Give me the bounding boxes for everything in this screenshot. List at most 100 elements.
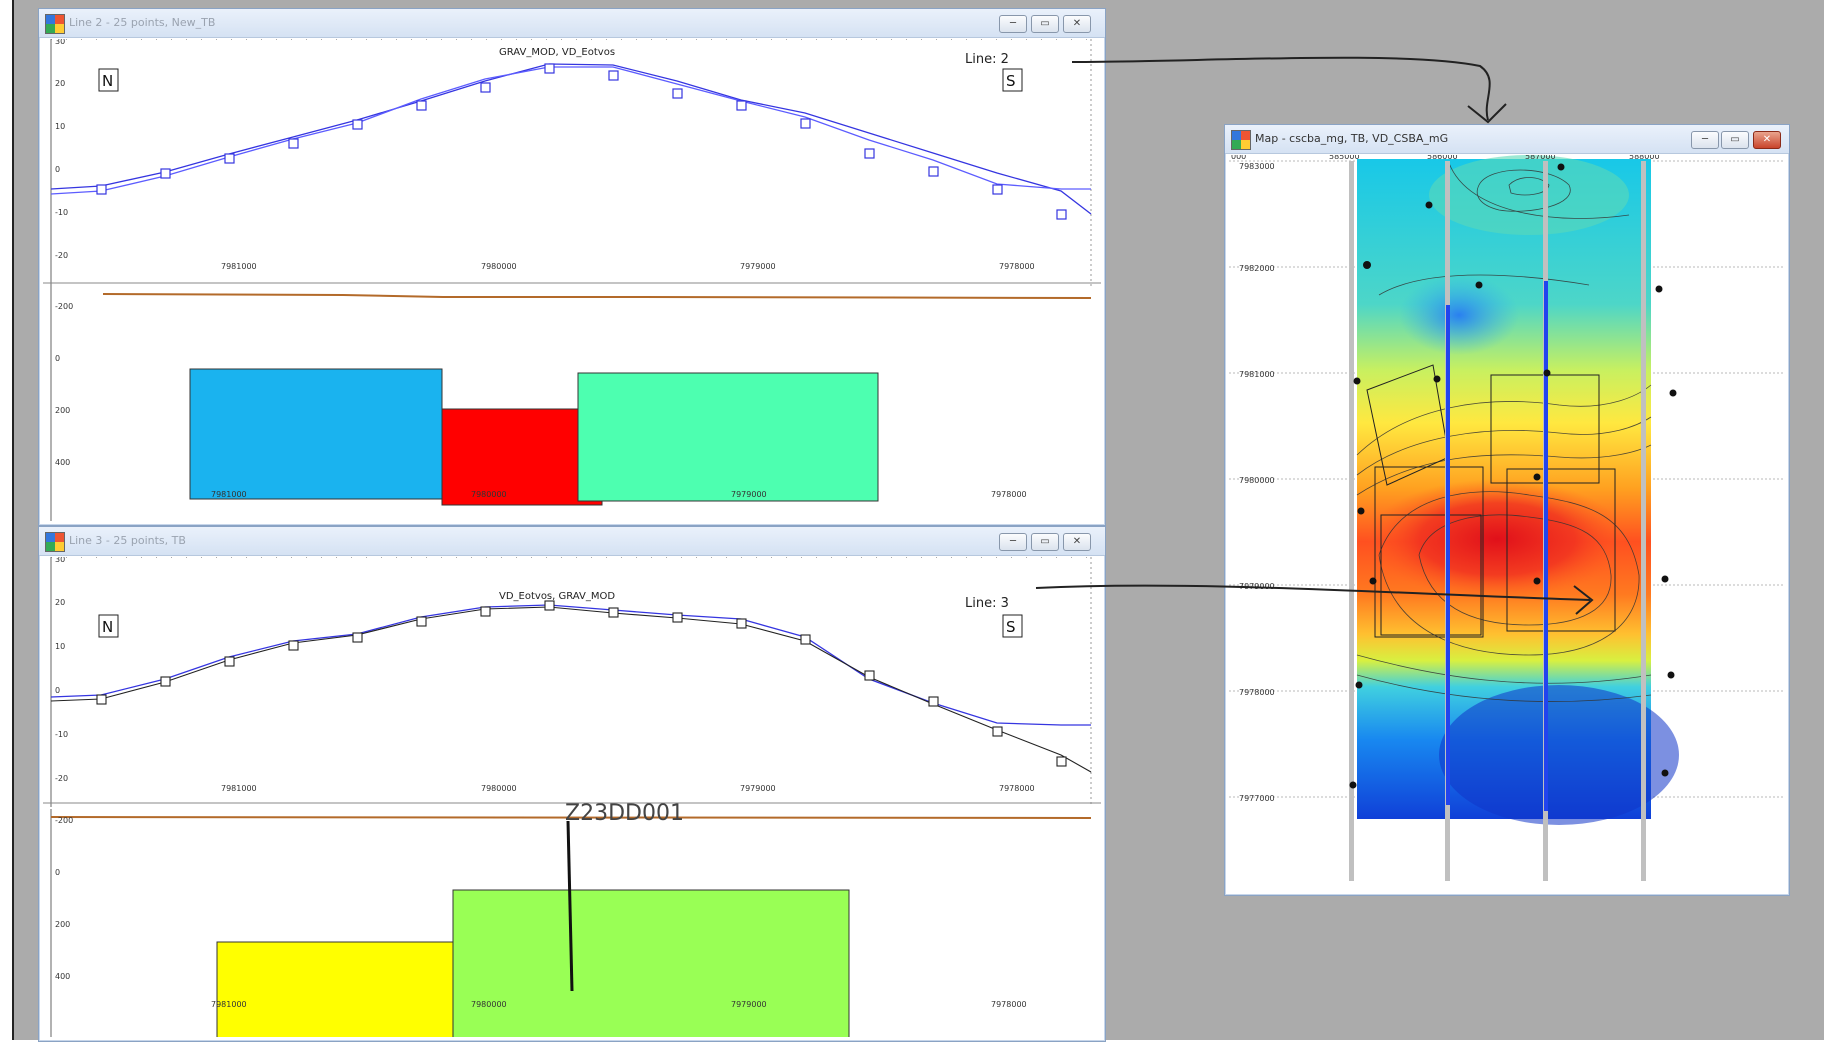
south-marker: S	[1006, 618, 1016, 636]
minimize-button[interactable]: ─	[999, 15, 1027, 33]
arrowhead-line2	[1467, 103, 1507, 124]
minimize-button[interactable]: ─	[1691, 131, 1719, 149]
depth-tick-m200: -200	[55, 816, 73, 825]
window-title: Map - cscba_mg, TB, VD_CSBA_mG	[1255, 132, 1449, 145]
block-red[interactable]	[441, 408, 603, 506]
block-x-tick-7981000: 7981000	[211, 1000, 247, 1009]
map-y-tick-7983000: 7983000	[1239, 162, 1275, 171]
close-button[interactable]: ✕	[1063, 15, 1091, 33]
line2-titlebar[interactable]: Line 2 - 25 points, New_TB ─ ▭ ✕	[39, 9, 1105, 38]
depth-tick-200: 200	[55, 920, 70, 929]
grav-mod-curve	[50, 63, 1092, 215]
x-tick-7979000: 7979000	[740, 262, 776, 271]
depth-tick-200: 200	[55, 406, 70, 415]
topography-line	[50, 816, 1092, 819]
block-teal[interactable]	[577, 372, 879, 502]
survey-lines	[1349, 161, 1646, 881]
x-tick-7980000: 7980000	[481, 262, 517, 271]
y-tick-0: 0	[55, 686, 60, 695]
blue-low-south	[1439, 685, 1679, 825]
y-tick-m10: -10	[55, 208, 68, 217]
x-tick-7981000: 7981000	[221, 262, 257, 271]
x-tick-7980000: 7980000	[481, 784, 517, 793]
map-x-tick-587000: 587000	[1525, 155, 1556, 161]
topography-line	[102, 293, 1092, 299]
block-x-tick-7979000: 7979000	[731, 1000, 767, 1009]
y-tick-0: 0	[55, 165, 60, 174]
profile-title: VD_Eotvos, GRAV_MOD	[499, 591, 615, 602]
map-y-tick-7982000: 7982000	[1239, 264, 1275, 273]
arrow-line2-to-map	[1071, 56, 1491, 121]
app-icon	[1231, 130, 1251, 150]
map-y-tick-7980000: 7980000	[1239, 476, 1275, 485]
y-tick-30: 30	[55, 39, 65, 46]
line2-canvas[interactable]: 30 20 10 0 -10 -20 7981000 7980000 79790…	[43, 39, 1101, 521]
x-tick-7979000: 7979000	[740, 784, 776, 793]
window-title: Line 3 - 25 points, TB	[69, 534, 186, 547]
profile-panel	[43, 39, 1101, 291]
line3-profile-window[interactable]: Line 3 - 25 points, TB ─ ▭ ✕ 30 20 10 0 …	[38, 526, 1106, 1042]
south-marker: S	[1006, 72, 1016, 90]
depth-tick-400: 400	[55, 458, 70, 467]
y-tick-m10: -10	[55, 730, 68, 739]
depth-tick-400: 400	[55, 972, 70, 981]
block-x-tick-7978000: 7978000	[991, 1000, 1027, 1009]
window-title: Line 2 - 25 points, New_TB	[69, 16, 216, 29]
north-marker-box	[98, 68, 119, 92]
map-y-tick-7978000: 7978000	[1239, 688, 1275, 697]
y-tick-30: 30	[55, 557, 65, 564]
map-y-tick-7977000: 7977000	[1239, 794, 1275, 803]
gravity-stations	[1349, 163, 1677, 789]
y-tick-m20: -20	[55, 774, 68, 783]
block-yellow[interactable]	[216, 941, 454, 1037]
y-tick-20: 20	[55, 79, 65, 88]
depth-tick-m200: -200	[55, 302, 73, 311]
vd-eotvos-curve	[50, 604, 1091, 726]
close-button[interactable]: ✕	[1753, 131, 1781, 149]
map-canvas[interactable]: 000 585000 586000 587000 588000 7983000 …	[1229, 155, 1785, 891]
block-x-tick-7979000: 7979000	[731, 490, 767, 499]
minimize-button[interactable]: ─	[999, 533, 1027, 551]
close-button[interactable]: ✕	[1063, 533, 1091, 551]
map-x-tick-0: 000	[1231, 155, 1246, 161]
app-icon	[45, 14, 65, 34]
grav-mod-curve	[50, 606, 1092, 773]
line-label: Line: 3	[965, 596, 1009, 611]
line3-titlebar[interactable]: Line 3 - 25 points, TB ─ ▭ ✕	[39, 527, 1105, 556]
south-marker-box	[1002, 614, 1023, 638]
map-window[interactable]: Map - cscba_mg, TB, VD_CSBA_mG ─ ▭ ✕	[1224, 124, 1790, 896]
north-marker: N	[102, 618, 113, 636]
hot-anomaly	[1367, 479, 1627, 599]
map-titlebar[interactable]: Map - cscba_mg, TB, VD_CSBA_mG ─ ▭ ✕	[1225, 125, 1789, 154]
block-x-tick-7981000: 7981000	[211, 490, 247, 499]
y-tick-10: 10	[55, 642, 65, 651]
profile-title: GRAV_MOD, VD_Eotvos	[499, 47, 615, 58]
line3-client: 30 20 10 0 -10 -20 7981000 7980000 79790…	[43, 557, 1101, 1037]
x-tick-7978000: 7978000	[999, 784, 1035, 793]
vd-eotvos-curve	[50, 66, 1091, 195]
line2-client: 30 20 10 0 -10 -20 7981000 7980000 79790…	[43, 39, 1101, 521]
line3-canvas[interactable]: 30 20 10 0 -10 -20 7981000 7980000 79790…	[43, 557, 1101, 1037]
y-tick-20: 20	[55, 598, 65, 607]
line2-profile-window[interactable]: Line 2 - 25 points, New_TB ─ ▭ ✕ 30 20 1…	[38, 8, 1106, 526]
station-markers	[96, 63, 1067, 220]
maximize-button[interactable]: ▭	[1721, 131, 1749, 149]
map-x-tick-586000: 586000	[1427, 155, 1458, 161]
maximize-button[interactable]: ▭	[1031, 533, 1059, 551]
block-x-tick-7980000: 7980000	[471, 1000, 507, 1009]
arrow-line3-to-map	[1035, 584, 1591, 601]
app-icon	[45, 532, 65, 552]
x-tick-7981000: 7981000	[221, 784, 257, 793]
drillhole-trace	[566, 820, 574, 992]
station-markers	[96, 600, 1067, 767]
map-x-tick-585000: 585000	[1329, 155, 1360, 161]
maximize-button[interactable]: ▭	[1031, 15, 1059, 33]
north-marker-box	[98, 614, 119, 638]
north-marker: N	[102, 72, 113, 90]
block-green[interactable]	[452, 889, 850, 1037]
y-tick-10: 10	[55, 122, 65, 131]
block-blue[interactable]	[189, 368, 443, 500]
drillhole-label: Z23DD001	[565, 801, 684, 826]
map-x-tick-588000: 588000	[1629, 155, 1660, 161]
contour-lines	[1356, 162, 1652, 702]
